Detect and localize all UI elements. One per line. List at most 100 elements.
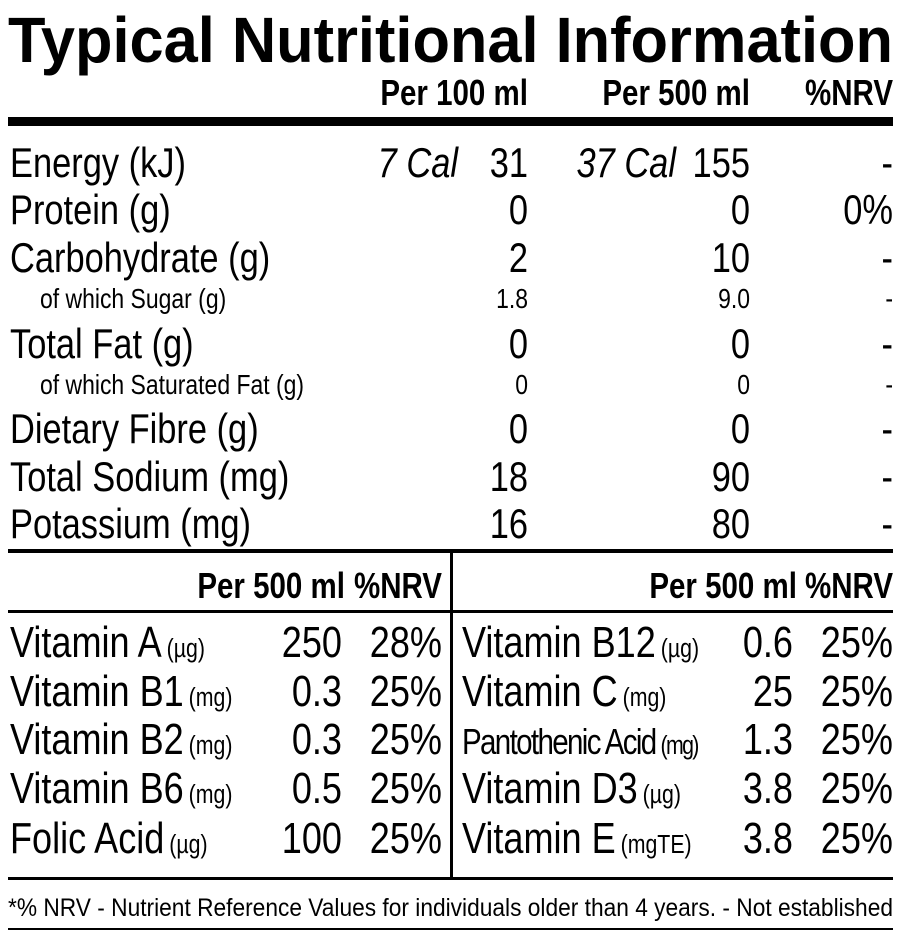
value: 0.6 (743, 618, 793, 667)
column-header: %NRV (354, 565, 442, 605)
value: 250 (282, 618, 342, 667)
nrv: - (882, 235, 893, 282)
vitamin-label: Vitamin B1 (mg) (10, 667, 232, 716)
nrv: 28% (370, 618, 442, 667)
vitamin-label: Vitamin B6 (mg) (10, 764, 232, 813)
vitamin-label: Vitamin D3 (µg) (462, 764, 681, 813)
nrv: - (882, 321, 893, 368)
value: 0.3 (292, 667, 342, 716)
value: 0 (515, 370, 528, 401)
nutrient-label: Total Fat (g) (10, 321, 194, 368)
nrv: 25% (821, 667, 893, 716)
vitamin-name: Vitamin B12 (462, 618, 656, 667)
column-header: Per 500 ml (197, 565, 345, 605)
nutrient-label: Dietary Fibre (g) (10, 406, 259, 453)
vitamin-label: Vitamin B2 (mg) (10, 715, 232, 764)
nrv: - (882, 140, 893, 187)
vitamin-label: Vitamin B12 (µg) (462, 618, 699, 667)
nrv: 25% (821, 764, 893, 813)
vitamin-name: Pantothenic Acid (462, 721, 656, 761)
vitamin-unit: (mg) (189, 683, 233, 713)
nutrient-label: Total Sodium (mg) (10, 454, 289, 501)
column-header: %NRV (805, 72, 893, 112)
value: 90 (712, 454, 750, 501)
nrv: 25% (821, 618, 893, 667)
calories: 37 Cal (576, 140, 677, 187)
nrv: - (885, 370, 893, 401)
nrv: 25% (821, 814, 893, 863)
column-header: Per 500 ml (602, 72, 750, 112)
vitamin-unit: (µg) (643, 780, 681, 810)
value: 0 (509, 187, 528, 234)
value: 1.3 (743, 715, 793, 764)
vitamin-unit: (mg) (189, 780, 233, 810)
value: 3.8 (743, 814, 793, 863)
value: 3.8 (743, 764, 793, 813)
column-header: Per 100 ml (380, 72, 528, 112)
value: 0 (731, 187, 750, 234)
vitamin-name: Vitamin B6 (10, 764, 184, 813)
value: 1.8 (496, 284, 528, 315)
vitamin-unit: (mg) (623, 683, 667, 713)
value: 9.0 (718, 284, 750, 315)
vitamin-unit: (µg) (661, 634, 699, 664)
footnote: *% NRV - Nutrient Reference Values for i… (8, 893, 893, 921)
sub-nutrient-label: of which Saturated Fat (g) (40, 370, 304, 401)
nrv: 25% (370, 764, 442, 813)
value: 10 (712, 235, 750, 282)
vitamin-unit: (mgTE) (621, 830, 692, 860)
nrv: - (882, 454, 893, 501)
vitamin-name: Vitamin D3 (462, 764, 638, 813)
thick-rule (8, 117, 893, 126)
nrv: 25% (370, 715, 442, 764)
vitamin-name: Vitamin E (462, 814, 616, 863)
vitamin-label: Vitamin E (mgTE) (462, 814, 692, 863)
vitamin-name: Vitamin A (10, 618, 162, 667)
vitamin-name: Vitamin B2 (10, 715, 184, 764)
nrv: 25% (821, 715, 893, 764)
nrv: 25% (370, 667, 442, 716)
nrv: - (882, 501, 893, 548)
rule (8, 928, 893, 930)
value: 80 (712, 501, 750, 548)
vitamin-label: Vitamin A (µg) (10, 618, 205, 667)
value: 0 (509, 321, 528, 368)
calories: 7 Cal (378, 140, 460, 187)
value: 16 (490, 501, 528, 548)
vitamin-unit: (µg) (167, 634, 205, 664)
nrv: - (885, 284, 893, 315)
vitamin-unit: (mg) (661, 731, 699, 761)
title: Typical Nutritional Information (8, 5, 893, 76)
vitamin-label: Vitamin C (mg) (462, 667, 666, 716)
value: 0 (731, 321, 750, 368)
column-header: Per 500 ml (649, 565, 797, 605)
vitamin-name: Folic Acid (10, 814, 164, 863)
value: 18 (490, 454, 528, 501)
value: 0.3 (292, 715, 342, 764)
vitamin-label: Pantothenic Acid (mg) (462, 721, 699, 761)
value: 0.5 (292, 764, 342, 813)
vitamin-unit: (µg) (169, 830, 207, 860)
rule (8, 877, 893, 880)
nutrient-label: Carbohydrate (g) (10, 235, 270, 282)
value: 0 (737, 370, 750, 401)
value: 100 (282, 814, 342, 863)
value: 0 (731, 406, 750, 453)
vitamin-name: Vitamin C (462, 667, 618, 716)
nrv: 0% (843, 187, 893, 234)
vitamin-unit: (mg) (189, 731, 233, 761)
sub-nutrient-label: of which Sugar (g) (40, 284, 226, 315)
rule (8, 610, 893, 613)
divider (450, 551, 453, 879)
vitamin-name: Vitamin B1 (10, 667, 184, 716)
nrv: - (882, 406, 893, 453)
value: 0 (509, 406, 528, 453)
column-header: %NRV (805, 565, 893, 605)
nutrient-label: Protein (g) (10, 187, 171, 234)
value: 31 (490, 140, 528, 187)
value: 155 (693, 140, 750, 187)
value: 25 (753, 667, 793, 716)
nutrient-label: Energy (kJ) (10, 140, 186, 187)
